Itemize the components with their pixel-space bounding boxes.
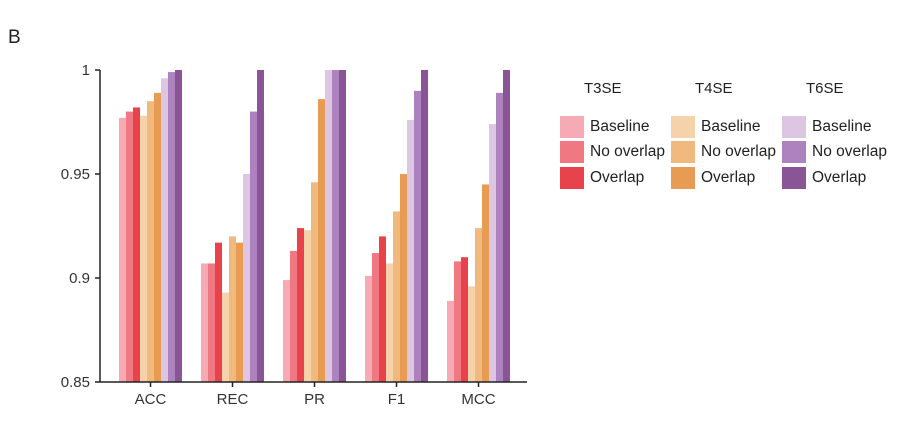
y-tick-label: 0.85: [61, 374, 90, 391]
legend-swatch: [560, 141, 584, 164]
legend-label: Overlap: [812, 168, 867, 186]
bar-acc-t4se-baseline: [140, 115, 147, 382]
bar-pr-t6se-no-overlap: [332, 70, 339, 382]
legend-title-t4se: T4SE: [695, 80, 733, 97]
legend-item-t4se-baseline: Baseline: [671, 114, 776, 140]
bar-f1-t4se-no-overlap: [393, 211, 400, 382]
bar-rec-t6se-baseline: [243, 174, 250, 382]
legend-title-t6se: T6SE: [806, 80, 844, 97]
bar-acc-t6se-baseline: [161, 78, 168, 382]
bar-mcc-t6se-baseline: [489, 124, 496, 382]
legend-label: Baseline: [701, 117, 761, 135]
bar-acc-t4se-no-overlap: [147, 101, 154, 382]
bar-rec-t6se-overlap: [257, 70, 264, 382]
bar-acc-t6se-no-overlap: [168, 72, 175, 382]
bar-pr-t3se-baseline: [283, 280, 290, 382]
bar-mcc-t6se-no-overlap: [496, 92, 503, 382]
bar-acc-t4se-overlap: [154, 92, 161, 382]
bar-pr-t6se-overlap: [339, 70, 346, 382]
bar-mcc-t6se-overlap: [503, 70, 510, 382]
legend-item-t6se-overlap: Overlap: [782, 165, 887, 191]
legend-label: Overlap: [590, 168, 645, 186]
legend-swatch: [782, 115, 806, 138]
bar-acc-t3se-overlap: [133, 107, 140, 382]
bar-f1-t3se-overlap: [379, 236, 386, 382]
legend-label: Baseline: [590, 117, 650, 135]
bar-f1-t4se-baseline: [386, 263, 393, 382]
x-tick-label-f1: F1: [388, 391, 406, 408]
bar-rec-t4se-overlap: [236, 242, 243, 382]
bar-rec-t3se-baseline: [201, 263, 208, 382]
bar-rec-t4se-baseline: [222, 292, 229, 382]
bar-f1-t6se-overlap: [421, 70, 428, 382]
bar-mcc-t3se-baseline: [447, 300, 454, 382]
legend-label: No overlap: [590, 143, 665, 161]
legend-label: Overlap: [701, 168, 756, 186]
bar-rec-t4se-no-overlap: [229, 236, 236, 382]
legend-label: Baseline: [812, 117, 872, 135]
legend-title-t3se: T3SE: [584, 80, 622, 97]
legend-label: No overlap: [812, 143, 887, 161]
axes-layer: 0.85 0.9 0.95 1 ACC REC PR F1 MCC: [61, 62, 527, 408]
bar-mcc-t4se-overlap: [482, 184, 489, 382]
bar-f1-t4se-overlap: [400, 174, 407, 382]
bar-f1-t3se-baseline: [365, 275, 372, 382]
legend-swatch: [671, 115, 695, 138]
legend-t4se: T4SE Baseline No overlap Overlap: [671, 80, 776, 191]
bar-acc-t3se-baseline: [119, 117, 126, 382]
legend-item-t3se-no-overlap: No overlap: [560, 140, 665, 166]
bar-f1-t6se-no-overlap: [414, 90, 421, 383]
legend-swatch: [671, 166, 695, 189]
legend-swatch: [560, 166, 584, 189]
bar-pr-t4se-baseline: [304, 230, 311, 382]
legend-swatch: [782, 166, 806, 189]
y-tick-label: 0.9: [69, 270, 90, 287]
bar-mcc-t3se-overlap: [461, 257, 468, 382]
bar-f1-t6se-baseline: [407, 119, 414, 383]
bar-mcc-t4se-no-overlap: [475, 228, 482, 382]
legend-swatch: [560, 115, 584, 138]
legend-item-t3se-baseline: Baseline: [560, 114, 665, 140]
bar-rec-t6se-no-overlap: [250, 111, 257, 382]
bar-pr-t4se-overlap: [318, 99, 325, 383]
y-tick-label: 1: [82, 62, 90, 79]
bar-acc-t3se-no-overlap: [126, 111, 133, 382]
bars-layer: [119, 70, 510, 383]
panel-label: B: [8, 27, 21, 48]
legend-swatch: [782, 141, 806, 164]
x-tick-label-mcc: MCC: [461, 391, 495, 408]
legend-item-t6se-baseline: Baseline: [782, 114, 887, 140]
bar-rec-t3se-no-overlap: [208, 263, 215, 382]
x-tick-label-rec: REC: [217, 391, 249, 408]
legend-t6se: T6SE Baseline No overlap Overlap: [782, 80, 887, 191]
legend-item-t4se-overlap: Overlap: [671, 165, 776, 191]
x-tick-label-acc: ACC: [135, 391, 167, 408]
y-tick-label: 0.95: [61, 166, 90, 183]
bar-acc-t6se-overlap: [175, 70, 182, 382]
bar-pr-t3se-overlap: [297, 228, 304, 382]
legend-t3se: T3SE Baseline No overlap Overlap: [560, 80, 665, 191]
bar-rec-t3se-overlap: [215, 242, 222, 382]
bar-pr-t3se-no-overlap: [290, 250, 297, 382]
bar-f1-t3se-no-overlap: [372, 253, 379, 382]
legend-label: No overlap: [701, 143, 776, 161]
legend-swatch: [671, 141, 695, 164]
x-tick-label-pr: PR: [304, 391, 325, 408]
legend-item-t3se-overlap: Overlap: [560, 165, 665, 191]
bar-mcc-t4se-baseline: [468, 286, 475, 382]
bar-mcc-t3se-no-overlap: [454, 261, 461, 382]
bar-pr-t6se-baseline: [325, 70, 332, 382]
legend-item-t4se-no-overlap: No overlap: [671, 140, 776, 166]
legend-item-t6se-no-overlap: No overlap: [782, 140, 887, 166]
bar-pr-t4se-no-overlap: [311, 182, 318, 382]
